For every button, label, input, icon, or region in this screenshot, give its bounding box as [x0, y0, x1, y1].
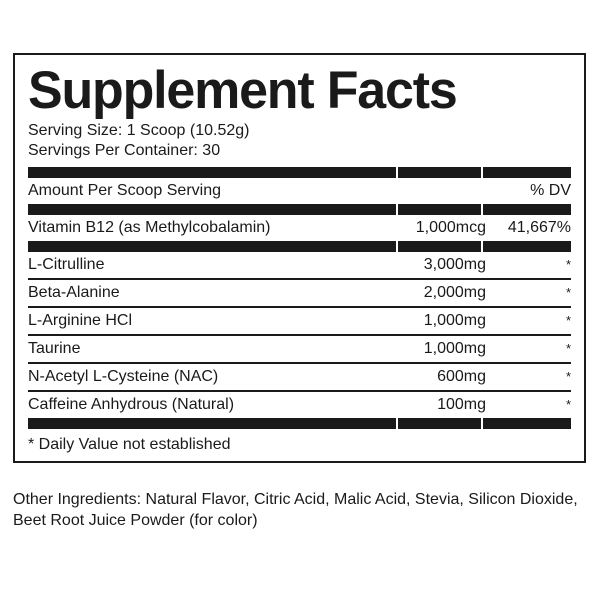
rule-gap-1	[396, 240, 398, 252]
rule-seg-amount	[398, 203, 481, 215]
rule-seg-amount	[398, 240, 481, 252]
rule-seg-dv	[483, 203, 571, 215]
nutrient-dv: *	[565, 312, 571, 328]
table-row: Beta-Alanine 2,000mg *	[28, 280, 571, 306]
nutrient-name: L-Arginine HCl	[28, 311, 133, 329]
rule-gap-1	[396, 166, 398, 178]
nutrient-name: Vitamin B12 (as Methylcobalamin)	[28, 218, 271, 236]
nutrient-dv: *	[565, 368, 571, 384]
nutrient-amount: 3,000mg	[423, 255, 486, 273]
table-row: Caffeine Anhydrous (Natural) 100mg *	[28, 392, 571, 418]
rule-seg-name	[28, 166, 396, 178]
rule-seg-amount	[398, 417, 481, 429]
nutrient-amount: 100mg	[437, 395, 486, 413]
serving-size: Serving Size: 1 Scoop (10.52g)	[28, 121, 250, 139]
rule-seg-dv	[483, 240, 571, 252]
nutrient-dv: *	[565, 340, 571, 356]
row-divider	[28, 277, 571, 280]
rule-gap-2	[481, 417, 483, 429]
rule-seg-name	[28, 203, 396, 215]
rule-gap-2	[481, 166, 483, 178]
rule-seg-name	[28, 240, 396, 252]
rule-seg-amount	[398, 166, 481, 178]
rule-gap-2	[481, 203, 483, 215]
row-divider	[28, 361, 571, 364]
servings-per-container: Servings Per Container: 30	[28, 141, 221, 159]
table-row: L-Citrulline 3,000mg *	[28, 252, 571, 278]
amount-per-serving-header: Amount Per Scoop Serving	[28, 181, 221, 199]
other-ingredients-line-2: Beet Root Juice Powder (for color)	[13, 512, 258, 529]
nutrient-dv: 41,667%	[507, 218, 571, 236]
table-row: Vitamin B12 (as Methylcobalamin) 1,000mc…	[28, 215, 571, 241]
table-header-row: Amount Per Scoop Serving % DV	[28, 178, 571, 204]
rule-gap-1	[396, 203, 398, 215]
daily-value-footnote: * Daily Value not established	[28, 435, 231, 453]
nutrient-name: Caffeine Anhydrous (Natural)	[28, 395, 235, 413]
nutrient-name: Taurine	[28, 339, 81, 357]
nutrient-amount: 1,000mg	[423, 339, 486, 357]
table-row: L-Arginine HCl 1,000mg *	[28, 308, 571, 334]
page-title: Supplement Facts	[28, 61, 458, 120]
nutrient-name: Beta-Alanine	[28, 283, 120, 301]
nutrient-dv: *	[565, 396, 571, 412]
rule-seg-dv	[483, 417, 571, 429]
rule-seg-name	[28, 417, 396, 429]
row-divider	[28, 333, 571, 336]
table-row: N-Acetyl L-Cysteine (NAC) 600mg *	[28, 364, 571, 390]
dv-header: % DV	[530, 181, 571, 199]
supplement-facts-panel: Supplement Facts Serving Size: 1 Scoop (…	[13, 53, 586, 463]
rule-bar-bottom	[28, 417, 571, 429]
ingredient-list: L-Citrulline 3,000mg * Beta-Alanine 2,000mg *…	[28, 252, 571, 418]
nutrient-amount: 1,000mg	[423, 311, 486, 329]
nutrient-amount: 2,000mg	[423, 283, 486, 301]
rule-gap-1	[396, 417, 398, 429]
rule-seg-dv	[483, 166, 571, 178]
rule-bar-top	[28, 166, 571, 178]
row-divider	[28, 389, 571, 392]
row-divider	[28, 305, 571, 308]
rule-bar-under-header	[28, 203, 571, 215]
nutrient-amount: 600mg	[437, 367, 486, 385]
nutrient-name: N-Acetyl L-Cysteine (NAC)	[28, 367, 219, 385]
rule-bar-under-vitamin	[28, 240, 571, 252]
table-row: Taurine 1,000mg *	[28, 336, 571, 362]
nutrient-amount: 1,000mcg	[415, 218, 486, 236]
other-ingredients-line-1: Other Ingredients: Natural Flavor, Citri…	[13, 491, 578, 508]
rule-gap-2	[481, 240, 483, 252]
nutrient-dv: *	[565, 256, 571, 272]
serving-info: Serving Size: 1 Scoop (10.52g) Servings …	[28, 121, 571, 161]
nutrient-name: L-Citrulline	[28, 255, 105, 273]
nutrient-dv: *	[565, 284, 571, 300]
other-ingredients: Other Ingredients: Natural Flavor, Citri…	[13, 489, 593, 531]
